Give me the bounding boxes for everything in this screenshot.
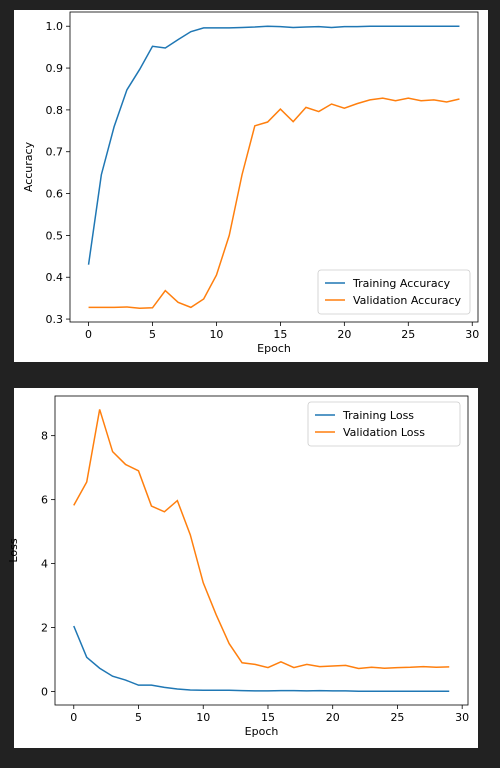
y-tick-label: 6: [41, 494, 48, 507]
figure-panel: [14, 388, 478, 748]
data-line: [88, 97, 460, 309]
legend-label: Validation Loss: [343, 426, 425, 439]
legend-label: Training Loss: [342, 409, 414, 422]
legend-label: Training Accuracy: [352, 277, 451, 290]
x-tick-label: 10: [196, 711, 210, 724]
data-line: [87, 25, 460, 265]
axes-frame: [69, 11, 479, 323]
data-line: [73, 625, 450, 692]
plot-area: [73, 409, 450, 692]
plot-area: [87, 25, 460, 309]
x-tick-label: 25: [401, 328, 415, 341]
y-tick-label: 0.8: [46, 104, 64, 117]
x-tick-label: 0: [85, 328, 92, 341]
legend-label: Validation Accuracy: [353, 294, 462, 307]
x-tick-label: 15: [261, 711, 275, 724]
y-tick-label: 0.4: [46, 271, 64, 284]
y-tick-label: 0.7: [46, 146, 64, 159]
y-tick-label: 0: [41, 686, 48, 699]
x-tick-label: 30: [465, 328, 479, 341]
legend-box: [317, 269, 471, 315]
x-tick-label: 20: [337, 328, 351, 341]
y-tick-label: 0.3: [46, 313, 64, 326]
data-line: [73, 409, 450, 670]
x-tick-label: 5: [149, 328, 156, 341]
y-tick-label: 4: [41, 558, 48, 571]
x-tick-label: 30: [455, 711, 469, 724]
x-axis-label: Epoch: [257, 342, 291, 355]
y-tick-label: 0.6: [46, 188, 64, 201]
x-tick-label: 0: [70, 711, 77, 724]
axes-frame: [54, 395, 469, 706]
y-axis-label: Accuracy: [22, 141, 35, 192]
y-tick-label: 0.9: [46, 62, 64, 75]
x-tick-label: 25: [390, 711, 404, 724]
y-tick-label: 2: [41, 622, 48, 635]
x-tick-label: 20: [326, 711, 340, 724]
x-axis-label: Epoch: [245, 725, 279, 738]
y-tick-label: 0.5: [46, 229, 64, 242]
x-tick-label: 10: [209, 328, 223, 341]
y-axis-label: Loss: [7, 538, 20, 562]
x-tick-label: 5: [135, 711, 142, 724]
y-tick-label: 1.0: [46, 20, 64, 33]
legend-box: [307, 401, 461, 447]
x-tick-label: 15: [273, 328, 287, 341]
y-tick-label: 8: [41, 430, 48, 443]
